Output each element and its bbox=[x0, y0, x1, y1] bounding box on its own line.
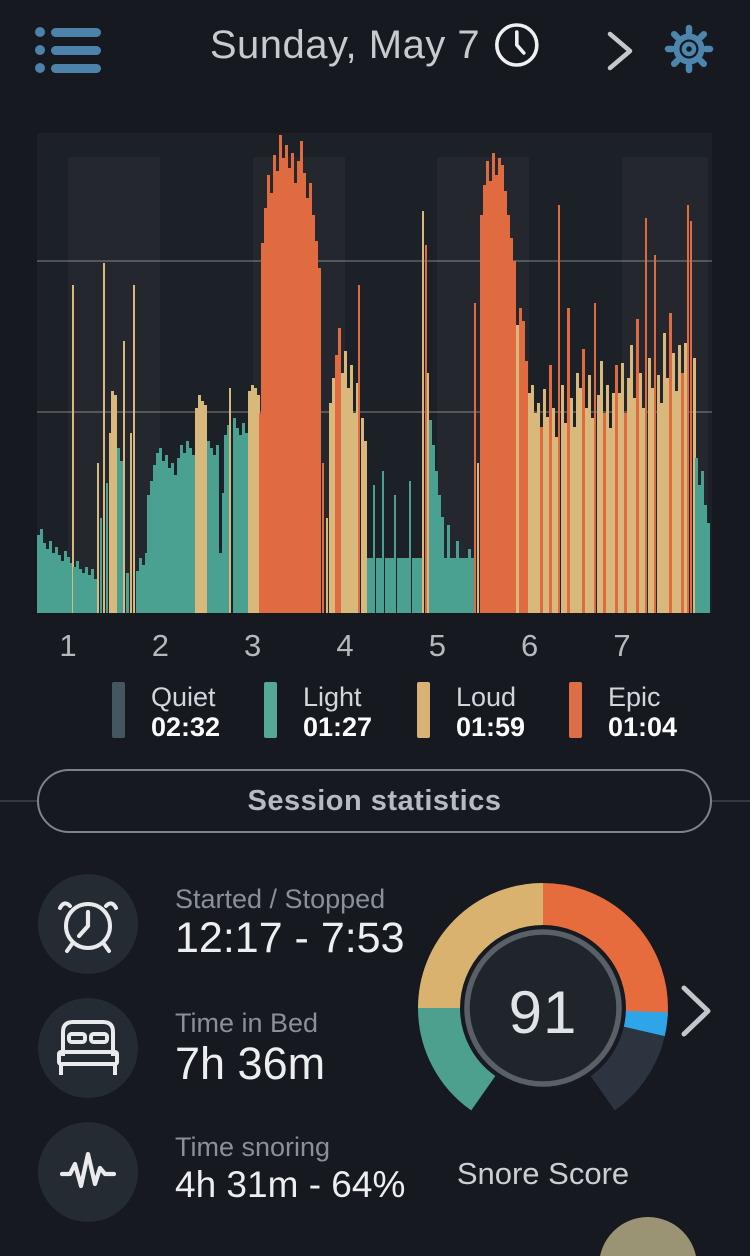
snore-score-value: 91 bbox=[508, 979, 578, 1046]
axis-label: 5 bbox=[428, 628, 446, 663]
time-snoring-label: Time snoring bbox=[175, 1132, 331, 1162]
loud-swatch bbox=[417, 682, 430, 738]
legend-label: Epic bbox=[608, 682, 661, 712]
snore-score-gauge[interactable] bbox=[405, 868, 681, 1118]
clock-icon[interactable] bbox=[494, 22, 540, 68]
score-chevron-right-icon[interactable] bbox=[676, 980, 716, 1042]
legend-label: Light bbox=[303, 682, 362, 712]
legend-item-light: Light 01:27 bbox=[264, 682, 372, 742]
chevron-right-icon[interactable] bbox=[600, 28, 640, 74]
time-snoring-value: 4h 31m - 64% bbox=[175, 1164, 406, 1205]
date-header: Sunday, May 7 bbox=[210, 22, 540, 68]
bed-icon bbox=[57, 1020, 119, 1075]
time-in-bed-icon-circle bbox=[38, 998, 138, 1098]
legend-item-quiet: Quiet 02:32 bbox=[112, 682, 220, 742]
started-stopped-label: Started / Stopped bbox=[175, 884, 386, 914]
axis-label: 2 bbox=[151, 628, 169, 663]
snore-intensity-chart[interactable] bbox=[37, 133, 712, 613]
legend-label: Loud bbox=[456, 682, 517, 712]
page-title: Sunday, May 7 bbox=[209, 22, 481, 67]
chart-x-axis: 1 2 3 4 5 6 7 bbox=[37, 628, 712, 664]
quiet-swatch bbox=[112, 682, 125, 738]
legend-value: 01:59 bbox=[456, 712, 526, 743]
rest-rating-button[interactable] bbox=[599, 1217, 697, 1256]
axis-label: 1 bbox=[59, 628, 77, 663]
light-swatch bbox=[264, 682, 277, 738]
snore-legend: Quiet 02:32 Light 01:27 Loud 01:59 Epic … bbox=[0, 682, 750, 746]
gear-icon[interactable] bbox=[660, 20, 718, 78]
list-menu-icon[interactable] bbox=[34, 24, 108, 76]
snore-score-gauge-svg bbox=[418, 883, 668, 1111]
started-stopped-icon-circle bbox=[38, 874, 138, 974]
time-in-bed-value: 7h 36m bbox=[175, 1038, 326, 1089]
legend-value: 02:32 bbox=[151, 712, 221, 743]
axis-label: 6 bbox=[521, 628, 539, 663]
snore-intensity-chart-svg bbox=[37, 135, 712, 613]
legend-item-loud: Loud 01:59 bbox=[417, 682, 525, 742]
top-bar: Sunday, May 7 bbox=[0, 0, 750, 96]
legend-item-epic: Epic 01:04 bbox=[569, 682, 677, 742]
session-statistics-label: Session statistics bbox=[247, 784, 502, 817]
legend-value: 01:27 bbox=[303, 712, 373, 743]
legend-label: Quiet bbox=[151, 682, 216, 712]
snore-score-label: Snore Score bbox=[456, 1156, 630, 1191]
alarm-clock-icon bbox=[58, 901, 118, 953]
axis-label: 4 bbox=[336, 628, 354, 663]
axis-label: 3 bbox=[244, 628, 262, 663]
epic-swatch bbox=[569, 682, 582, 738]
time-snoring-icon-circle bbox=[38, 1122, 138, 1222]
started-stopped-value: 12:17 - 7:53 bbox=[175, 914, 405, 962]
time-in-bed-label: Time in Bed bbox=[175, 1008, 319, 1038]
gauge-inner-circle bbox=[464, 929, 622, 1087]
session-statistics-button[interactable]: Session statistics bbox=[37, 769, 712, 833]
waveform-icon bbox=[59, 1151, 117, 1189]
axis-label: 7 bbox=[613, 628, 631, 663]
legend-value: 01:04 bbox=[608, 712, 678, 743]
